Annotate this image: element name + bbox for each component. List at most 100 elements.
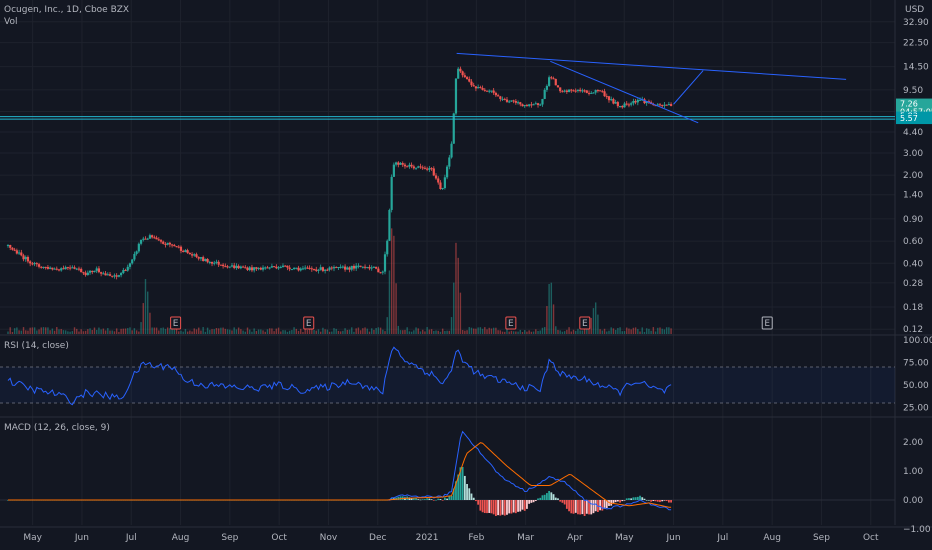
candle-body xyxy=(202,257,205,262)
price-label-text: 5.57 xyxy=(900,114,918,123)
volume-bar xyxy=(539,330,541,334)
event-marker-box xyxy=(761,316,773,330)
volume-bar xyxy=(512,331,515,334)
candle-body xyxy=(270,266,274,268)
candle-body xyxy=(60,268,63,271)
macd-histogram-bar xyxy=(656,500,659,502)
candle-body xyxy=(357,265,360,267)
volume-bar xyxy=(397,325,400,334)
volume-bar xyxy=(293,327,295,334)
volume-bar xyxy=(200,330,202,334)
candle-body xyxy=(669,104,673,106)
candle-body xyxy=(410,164,413,167)
candle-body xyxy=(71,267,74,269)
volume-bar xyxy=(657,327,659,334)
macd-histogram-bar xyxy=(541,495,544,500)
candle-body xyxy=(503,98,506,100)
macd-histogram-bar xyxy=(528,500,531,504)
candle-body xyxy=(474,86,478,89)
candle-body xyxy=(126,266,129,271)
candle-body xyxy=(233,265,236,269)
candle-body xyxy=(277,267,280,269)
volume-bar xyxy=(377,327,380,334)
volume-bar xyxy=(87,329,89,334)
volume-bar xyxy=(353,331,355,334)
volume-bar xyxy=(233,327,235,334)
candle-body xyxy=(612,99,615,104)
candle-body xyxy=(510,100,513,102)
candle-body xyxy=(106,274,109,276)
price-axis-tick-label: 0.18 xyxy=(903,303,923,313)
volume-bar xyxy=(286,331,289,334)
candle-body xyxy=(401,163,404,165)
candle-body xyxy=(255,267,258,269)
macd-histogram-bar xyxy=(661,500,664,502)
volume-bar xyxy=(572,329,575,334)
volume-bar xyxy=(284,330,286,334)
volume-bar xyxy=(470,327,473,334)
candle-body xyxy=(448,157,451,167)
volume-bar xyxy=(67,331,69,334)
volume-bar xyxy=(621,331,623,334)
volume-bar xyxy=(575,330,577,334)
volume-bar xyxy=(390,228,393,334)
candle-body xyxy=(417,166,420,168)
candle-body xyxy=(326,269,329,271)
candle-body xyxy=(159,240,163,242)
volume-bar xyxy=(581,330,584,334)
candle-body xyxy=(658,104,662,106)
macd-histogram-bar xyxy=(537,498,539,500)
volume-bar xyxy=(222,327,224,334)
earnings-event-marker: E xyxy=(579,316,591,330)
volume-bar xyxy=(231,330,233,334)
time-axis-month-label: Jul xyxy=(125,533,137,543)
volume-bar xyxy=(632,327,635,334)
volume-bar xyxy=(606,331,608,334)
volume-bar xyxy=(182,331,184,334)
candle-body xyxy=(592,92,595,94)
volume-bar xyxy=(11,331,14,334)
volume-bar xyxy=(45,327,47,334)
volume-bar xyxy=(652,327,655,334)
macd-histogram-bar xyxy=(455,481,457,500)
macd-histogram-bar xyxy=(441,500,444,501)
candle-body xyxy=(572,90,575,92)
volume-bar xyxy=(592,308,595,334)
candle-body xyxy=(111,275,114,277)
volume-bar xyxy=(337,330,340,334)
candle-body xyxy=(625,103,628,105)
candle-body xyxy=(414,167,418,169)
macd-histogram-bar xyxy=(514,500,517,514)
candle-body xyxy=(434,175,438,179)
time-axis-month-label: Sep xyxy=(813,533,830,543)
volume-bar xyxy=(16,327,18,334)
volume-bar xyxy=(441,328,444,334)
volume-bar xyxy=(641,327,643,334)
volume-bar xyxy=(479,327,482,334)
volume-bar xyxy=(448,330,451,334)
macd-histogram-bar xyxy=(446,498,448,500)
candle-body xyxy=(499,96,502,99)
volume-bar xyxy=(501,331,504,334)
event-marker-box xyxy=(303,316,315,330)
macd-histogram-bar xyxy=(494,500,497,517)
volume-bar xyxy=(628,328,630,334)
volume-bar xyxy=(488,327,490,334)
candle-body xyxy=(587,92,591,94)
event-marker-label: E xyxy=(508,319,514,329)
candle-body xyxy=(403,164,407,167)
candle-body xyxy=(437,178,440,183)
macd-histogram-bar xyxy=(621,500,624,502)
volume-bar xyxy=(579,330,581,334)
candle-body xyxy=(75,268,78,270)
candle-body xyxy=(164,243,167,245)
volume-bar xyxy=(253,328,255,334)
candle-body xyxy=(599,90,602,92)
candle-body xyxy=(596,90,600,92)
volume-bar xyxy=(153,327,156,334)
volume-bar xyxy=(359,330,362,334)
macd-histogram-bar xyxy=(510,500,513,514)
trend-line xyxy=(456,52,847,80)
volume-bar xyxy=(91,330,93,334)
